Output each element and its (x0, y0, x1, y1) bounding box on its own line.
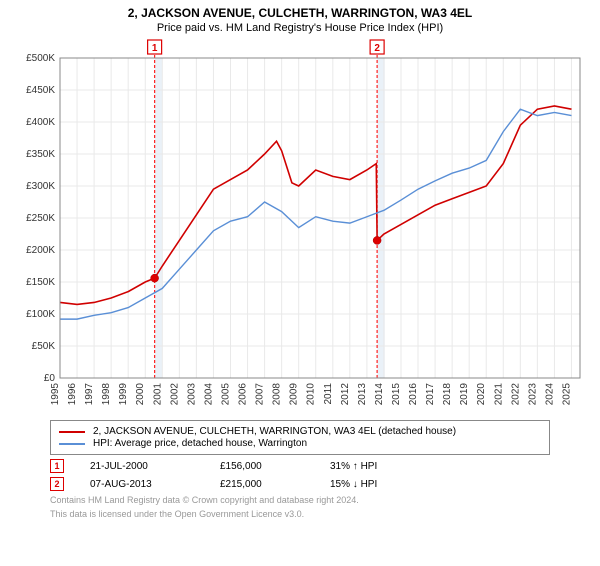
svg-text:£0: £0 (44, 373, 56, 384)
event-number-box: 2 (50, 477, 64, 491)
legend: 2, JACKSON AVENUE, CULCHETH, WARRINGTON,… (50, 420, 550, 455)
svg-text:2007: 2007 (255, 383, 266, 406)
svg-text:2011: 2011 (323, 383, 334, 405)
svg-text:1995: 1995 (50, 383, 61, 406)
svg-text:2001: 2001 (152, 383, 163, 406)
svg-text:£150K: £150K (26, 277, 55, 288)
svg-text:£250K: £250K (26, 213, 55, 224)
legend-swatch (59, 431, 85, 433)
svg-text:1999: 1999 (118, 383, 129, 406)
svg-text:2003: 2003 (186, 383, 197, 406)
event-price: £215,000 (220, 479, 330, 490)
svg-text:£400K: £400K (26, 117, 55, 128)
legend-label: HPI: Average price, detached house, Warr… (93, 438, 307, 449)
chart-wrap: 1 2 £0 £50K £100K £150K £200K £250K £300K £350K £4… (10, 38, 590, 418)
event-row: 2 07-AUG-2013£215,00015% ↓ HPI (50, 477, 550, 491)
event-hpi: 15% ↓ HPI (330, 479, 450, 490)
svg-text:2024: 2024 (544, 383, 555, 406)
svg-text:2005: 2005 (220, 383, 231, 406)
svg-text:1998: 1998 (101, 383, 112, 406)
svg-text:2: 2 (374, 43, 380, 54)
svg-text:2020: 2020 (476, 383, 487, 406)
legend-label: 2, JACKSON AVENUE, CULCHETH, WARRINGTON,… (93, 426, 456, 437)
event-row: 1 21-JUL-2000£156,00031% ↑ HPI (50, 459, 550, 473)
svg-text:£350K: £350K (26, 149, 55, 160)
svg-text:2016: 2016 (408, 383, 419, 406)
svg-text:2017: 2017 (425, 383, 436, 406)
svg-text:£50K: £50K (32, 341, 56, 352)
event-date: 21-JUL-2000 (90, 461, 220, 472)
legend-item: HPI: Average price, detached house, Warr… (59, 438, 541, 449)
svg-text:£450K: £450K (26, 85, 55, 96)
svg-text:2014: 2014 (374, 383, 385, 406)
chart-title: 2, JACKSON AVENUE, CULCHETH, WARRINGTON,… (0, 6, 600, 20)
svg-text:2012: 2012 (340, 383, 351, 406)
svg-text:2025: 2025 (561, 383, 572, 406)
svg-text:2015: 2015 (391, 383, 402, 406)
svg-text:2022: 2022 (510, 383, 521, 406)
svg-text:£200K: £200K (26, 245, 55, 256)
svg-text:2002: 2002 (169, 383, 180, 406)
event-hpi: 31% ↑ HPI (330, 461, 450, 472)
svg-text:2023: 2023 (527, 383, 538, 406)
svg-text:2009: 2009 (289, 383, 300, 406)
event-price: £156,000 (220, 461, 330, 472)
legend-item: 2, JACKSON AVENUE, CULCHETH, WARRINGTON,… (59, 426, 541, 437)
svg-text:2021: 2021 (493, 383, 504, 406)
svg-text:2019: 2019 (459, 383, 470, 406)
price-chart: 1 2 £0 £50K £100K £150K £200K £250K £300K £350K £4… (10, 38, 590, 418)
svg-text:2008: 2008 (272, 383, 283, 406)
event-date: 07-AUG-2013 (90, 479, 220, 490)
svg-text:£500K: £500K (26, 53, 55, 64)
svg-text:2018: 2018 (442, 383, 453, 406)
svg-text:1: 1 (152, 43, 158, 54)
footnote-2: This data is licensed under the Open Gov… (50, 509, 550, 519)
chart-subtitle: Price paid vs. HM Land Registry's House … (0, 22, 600, 34)
legend-swatch (59, 443, 85, 445)
svg-text:2000: 2000 (135, 383, 146, 406)
svg-text:£300K: £300K (26, 181, 55, 192)
svg-text:2010: 2010 (306, 383, 317, 406)
svg-text:2006: 2006 (238, 383, 249, 406)
event-number-box: 1 (50, 459, 64, 473)
svg-text:1997: 1997 (84, 383, 95, 406)
events-table: 1 21-JUL-2000£156,00031% ↑ HPI 2 07-AUG-201… (50, 459, 550, 491)
footnote-1: Contains HM Land Registry data © Crown c… (50, 495, 550, 505)
svg-text:£100K: £100K (26, 309, 55, 320)
svg-text:1996: 1996 (67, 383, 78, 406)
svg-text:2004: 2004 (203, 383, 214, 406)
svg-text:2013: 2013 (357, 383, 368, 406)
